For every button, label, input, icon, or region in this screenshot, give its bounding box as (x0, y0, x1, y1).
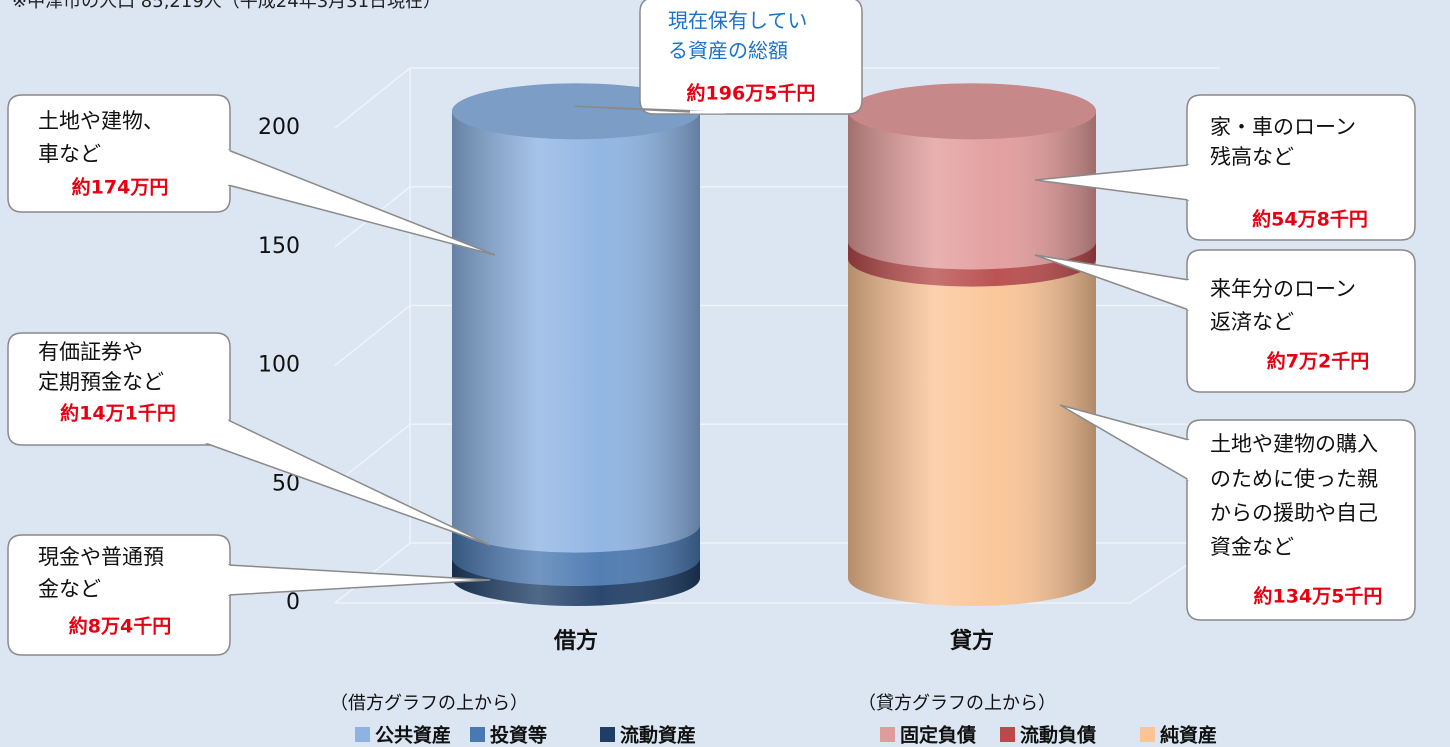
y-tick-label: 150 (258, 234, 300, 259)
value-label: 約14万1千円 (60, 402, 176, 425)
x-tick-label: 借方 (553, 628, 598, 654)
callout-text: からの援助や自己 (1210, 501, 1378, 525)
legend-label: 公共資産 (375, 724, 451, 747)
value-label: 約174万円 (72, 176, 169, 199)
legend-swatch (470, 727, 485, 742)
value-label: 約8万4千円 (69, 615, 171, 638)
legend-title: （貸方グラフの上から） (858, 693, 1056, 714)
value-label: 約134万5千円 (1254, 585, 1383, 608)
shading (452, 83, 700, 552)
callout-text: 来年分のローン (1210, 277, 1356, 301)
callout-text: 金など (38, 577, 101, 601)
legend-label: 投資等 (490, 724, 547, 747)
legend-swatch (1000, 727, 1015, 742)
callout-text: 返済など (1210, 310, 1294, 334)
shading (848, 231, 1096, 606)
legend-swatch (880, 727, 895, 742)
legend-label: 固定負債 (900, 724, 976, 747)
annotation-text: 現在保有してい (668, 9, 807, 33)
x-tick-label: 貸方 (949, 628, 994, 654)
callout-text: 残高など (1210, 145, 1294, 169)
legend-title: （借方グラフの上から） (330, 693, 528, 714)
annotation-text: る資産の総額 (668, 39, 788, 63)
annotation-label: 約196万5千円 (687, 82, 816, 105)
legend-swatch (600, 727, 615, 742)
value-label: 約7万2千円 (1267, 350, 1369, 373)
legend-label: 流動資産 (620, 724, 696, 747)
legend-label: 流動負債 (1020, 724, 1096, 747)
y-tick-label: 100 (258, 353, 300, 378)
callout-text: 定期預金など (38, 370, 164, 394)
legend-swatch (355, 727, 370, 742)
callout-text: のために使った親 (1210, 467, 1378, 491)
legend-swatch (1140, 727, 1155, 742)
callout-text: 有価証券や (38, 340, 143, 364)
cylinder-top-shade (848, 83, 1096, 139)
callout-text: 車など (38, 142, 101, 166)
callout-text: 資金など (1210, 535, 1294, 559)
legend-label: 純資産 (1160, 724, 1217, 747)
y-tick-label: 200 (258, 115, 300, 140)
value-label: 約54万8千円 (1252, 208, 1368, 231)
callout-text: 家・車のローン (1210, 115, 1356, 139)
chart: ※中津市の人口 85,219人（平成24年3月31日現在） 0501001502… (0, 0, 1450, 747)
note: ※中津市の人口 85,219人（平成24年3月31日現在） (12, 0, 441, 12)
callout-text: 現金や普通預 (38, 545, 164, 569)
callout-text: 土地や建物の購入 (1210, 432, 1378, 456)
callout-text: 土地や建物、 (38, 109, 164, 133)
y-tick-label: 0 (286, 590, 300, 615)
